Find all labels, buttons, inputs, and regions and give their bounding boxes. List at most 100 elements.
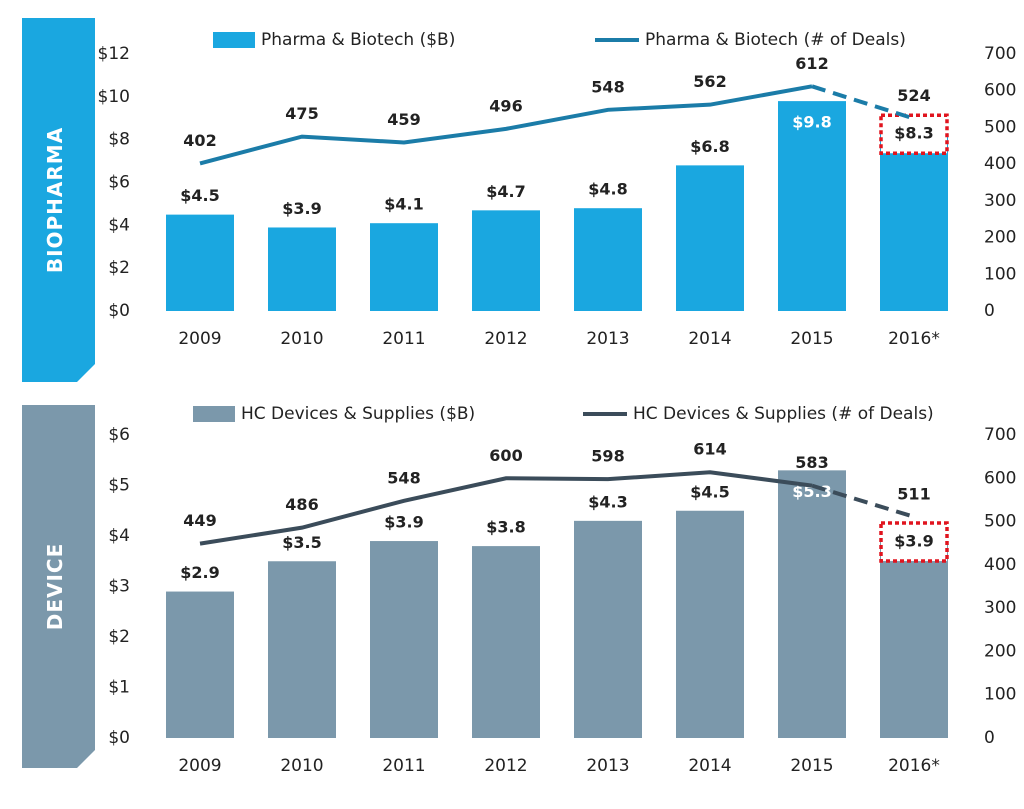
legend-label: Pharma & Biotech (# of Deals) (645, 30, 906, 50)
legend-label: HC Devices & Supplies ($B) (241, 404, 475, 424)
y2-tick-label: 700 (984, 44, 1016, 64)
legend-label: Pharma & Biotech ($B) (261, 30, 455, 50)
y-tick-label: $3 (108, 577, 130, 597)
line (811, 84, 915, 121)
x-tick-label: 2010 (280, 329, 323, 349)
bar (268, 227, 336, 311)
line (199, 470, 813, 546)
bar-value-label: $3.9 (282, 199, 321, 218)
line-value-label: 583 (795, 453, 828, 472)
highlight-box (879, 521, 949, 563)
x-tick-label: 2015 (790, 329, 833, 349)
x-tick-label: 2010 (280, 756, 323, 776)
y2-tick-label: 500 (984, 512, 1016, 532)
bar-value-label: $4.1 (384, 195, 423, 214)
y2-tick-label: 500 (984, 117, 1016, 137)
x-tick-label: 2016* (888, 329, 940, 349)
y2-tick-label: 600 (984, 81, 1016, 101)
y-tick-label: $4 (108, 215, 130, 235)
bar-value-label: $2.9 (180, 563, 219, 582)
y-tick-label: $0 (108, 728, 130, 748)
bar (268, 561, 336, 738)
x-tick-label: 2011 (382, 329, 425, 349)
x-tick-label: 2012 (484, 756, 527, 776)
bar (370, 223, 438, 311)
y2-tick-label: 100 (984, 685, 1016, 705)
line-value-label: 496 (489, 96, 522, 115)
bar (166, 591, 234, 738)
line-value-label: 548 (387, 468, 420, 487)
line-value-label: 449 (183, 511, 216, 530)
line-value-label: 402 (183, 131, 216, 150)
y2-tick-label: 700 (984, 425, 1016, 445)
y-tick-label: $2 (108, 627, 130, 647)
line-value-label: 612 (795, 54, 828, 73)
bar-value-label: $4.5 (180, 186, 219, 205)
y2-tick-label: 300 (984, 598, 1016, 618)
bar-value-label: $3.9 (384, 513, 423, 532)
y-tick-label: $0 (108, 301, 130, 321)
line (199, 84, 813, 166)
line-value-label: 600 (489, 446, 522, 465)
x-tick-label: 2014 (688, 329, 731, 349)
y2-tick-label: 400 (984, 154, 1016, 174)
highlight-box (879, 113, 949, 155)
y-tick-label: $12 (98, 44, 130, 64)
bar (166, 214, 234, 311)
y-tick-label: $8 (108, 130, 130, 150)
x-tick-label: 2009 (178, 756, 221, 776)
bar-value-label: $3.9 (894, 532, 933, 551)
y2-tick-label: 0 (984, 728, 995, 748)
bar-value-label: $8.3 (894, 124, 933, 143)
panel-tab (22, 18, 95, 382)
bar-value-label: $3.8 (486, 518, 525, 537)
x-tick-label: 2016* (888, 756, 940, 776)
bar-value-label: $4.5 (690, 482, 729, 501)
y-tick-label: $1 (108, 678, 130, 698)
bar (370, 541, 438, 738)
y-tick-label: $6 (108, 173, 130, 193)
line-value-label: 511 (897, 484, 930, 503)
legend-swatch (193, 406, 235, 422)
bar (676, 165, 744, 311)
legend-label: HC Devices & Supplies (# of Deals) (633, 404, 934, 424)
bar-value-label: $4.7 (486, 182, 525, 201)
bar (778, 101, 846, 311)
bar (472, 546, 540, 738)
y-tick-label: $6 (108, 425, 130, 445)
bar-value-label: $4.3 (588, 492, 627, 511)
bar (778, 470, 846, 738)
x-tick-label: 2013 (586, 329, 629, 349)
y-tick-label: $10 (98, 87, 130, 107)
x-tick-label: 2009 (178, 329, 221, 349)
bar-value-label: $4.8 (588, 180, 627, 199)
y2-tick-label: 0 (984, 301, 995, 321)
x-tick-label: 2014 (688, 756, 731, 776)
y2-tick-label: 200 (984, 641, 1016, 661)
line-value-label: 524 (897, 86, 930, 105)
line-value-label: 459 (387, 110, 420, 129)
bar (472, 210, 540, 311)
panel-label: DEVICE (43, 543, 67, 631)
line-value-label: 548 (591, 77, 624, 96)
line-value-label: 598 (591, 447, 624, 466)
y-tick-label: $4 (108, 526, 130, 546)
bar (676, 510, 744, 738)
line-value-label: 614 (693, 440, 726, 459)
bar (574, 520, 642, 738)
bar (880, 541, 948, 738)
y2-tick-label: 400 (984, 555, 1016, 575)
y2-tick-label: 300 (984, 191, 1016, 211)
legend-swatch (213, 32, 255, 48)
x-tick-label: 2015 (790, 756, 833, 776)
line-value-label: 486 (285, 495, 318, 514)
y2-tick-label: 200 (984, 228, 1016, 248)
line-value-label: 562 (693, 72, 726, 91)
y-tick-label: $5 (108, 476, 130, 496)
bar-value-label: $6.8 (690, 137, 729, 156)
panel-label: BIOPHARMA (43, 127, 67, 273)
y2-tick-label: 100 (984, 264, 1016, 284)
x-tick-label: 2013 (586, 756, 629, 776)
bar (880, 133, 948, 311)
